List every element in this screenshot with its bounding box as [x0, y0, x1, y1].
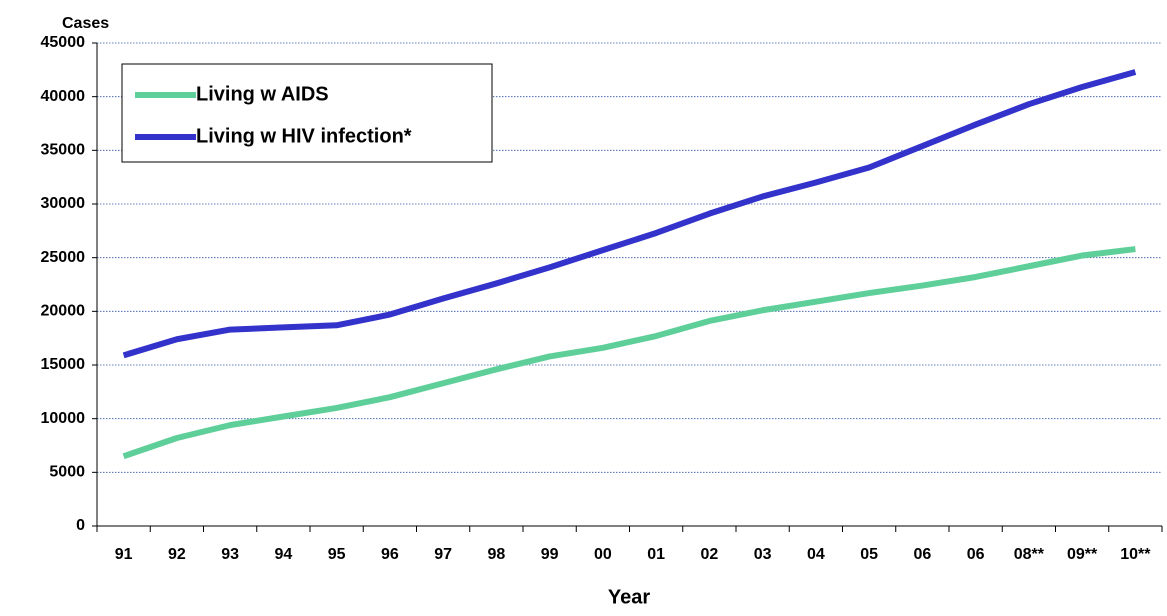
x-tick-label: 96 — [381, 546, 399, 563]
x-tick-label: 94 — [274, 546, 292, 563]
y-tick-label: 20000 — [41, 303, 86, 320]
x-tick-label: 08** — [1014, 546, 1045, 563]
legend — [121, 63, 493, 163]
x-axis-title: Year — [608, 586, 650, 608]
y-tick-label: 10000 — [41, 410, 86, 427]
x-tick-label: 10** — [1120, 546, 1151, 563]
series-line — [122, 246, 1136, 460]
x-tick-label: 93 — [221, 546, 239, 563]
x-tick-label: 02 — [700, 546, 718, 563]
x-tick-label: 98 — [487, 546, 505, 563]
y-tick-label: 0 — [76, 517, 85, 534]
legend-label: Living w AIDS — [196, 83, 329, 105]
legend-label: Living w HIV infection* — [196, 125, 412, 147]
series-line — [122, 69, 1137, 359]
y-tick-label: 30000 — [41, 195, 86, 212]
x-tick-label: 97 — [434, 546, 452, 563]
y-tick-label: 15000 — [41, 356, 86, 373]
x-tick-label: 95 — [328, 546, 346, 563]
x-tick-label: 03 — [754, 546, 772, 563]
x-tick-label: 04 — [807, 546, 825, 563]
x-tick-label: 06 — [967, 546, 985, 563]
x-tick-label: 01 — [647, 546, 665, 563]
y-tick-label: 40000 — [41, 88, 86, 105]
x-tick-label: 00 — [594, 546, 612, 563]
x-tick-label: 09** — [1067, 546, 1098, 563]
x-tick-label: 91 — [115, 546, 133, 563]
y-tick-label: 25000 — [41, 249, 86, 266]
x-tick-label: 99 — [541, 546, 559, 563]
x-tick-label: 92 — [168, 546, 186, 563]
y-axis-title: Cases — [62, 15, 109, 32]
y-tick-label: 45000 — [41, 34, 86, 51]
x-tick-label: 06 — [913, 546, 931, 563]
y-tick-label: 5000 — [49, 464, 85, 481]
x-tick-label: 05 — [860, 546, 878, 563]
y-tick-label: 35000 — [41, 142, 86, 159]
